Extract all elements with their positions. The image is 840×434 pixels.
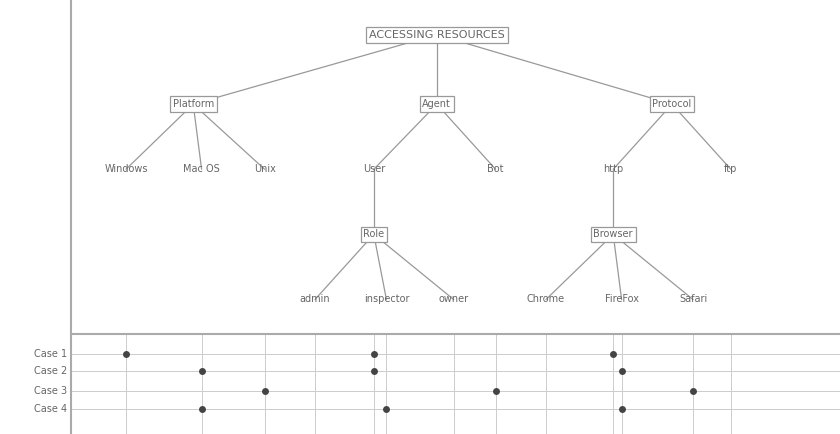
Text: Case 1: Case 1 <box>34 349 67 359</box>
Text: ftp: ftp <box>724 164 738 174</box>
Text: ACCESSING RESOURCES: ACCESSING RESOURCES <box>369 30 505 40</box>
Text: Role: Role <box>363 229 385 240</box>
Text: FireFox: FireFox <box>605 294 638 305</box>
Text: Case 4: Case 4 <box>34 404 67 414</box>
Text: Mac OS: Mac OS <box>183 164 220 174</box>
Text: Case 3: Case 3 <box>34 385 67 396</box>
Text: Windows: Windows <box>104 164 148 174</box>
Text: Chrome: Chrome <box>527 294 565 305</box>
Text: admin: admin <box>300 294 330 305</box>
Text: owner: owner <box>438 294 469 305</box>
Text: Safari: Safari <box>679 294 707 305</box>
Text: Agent: Agent <box>423 99 451 109</box>
Text: Unix: Unix <box>254 164 276 174</box>
Text: Case 2: Case 2 <box>34 366 67 376</box>
Text: User: User <box>363 164 385 174</box>
Text: Browser: Browser <box>593 229 633 240</box>
Text: Bot: Bot <box>487 164 504 174</box>
Text: inspector: inspector <box>364 294 409 305</box>
Text: Platform: Platform <box>172 99 214 109</box>
Text: Protocol: Protocol <box>653 99 691 109</box>
Text: http: http <box>603 164 623 174</box>
